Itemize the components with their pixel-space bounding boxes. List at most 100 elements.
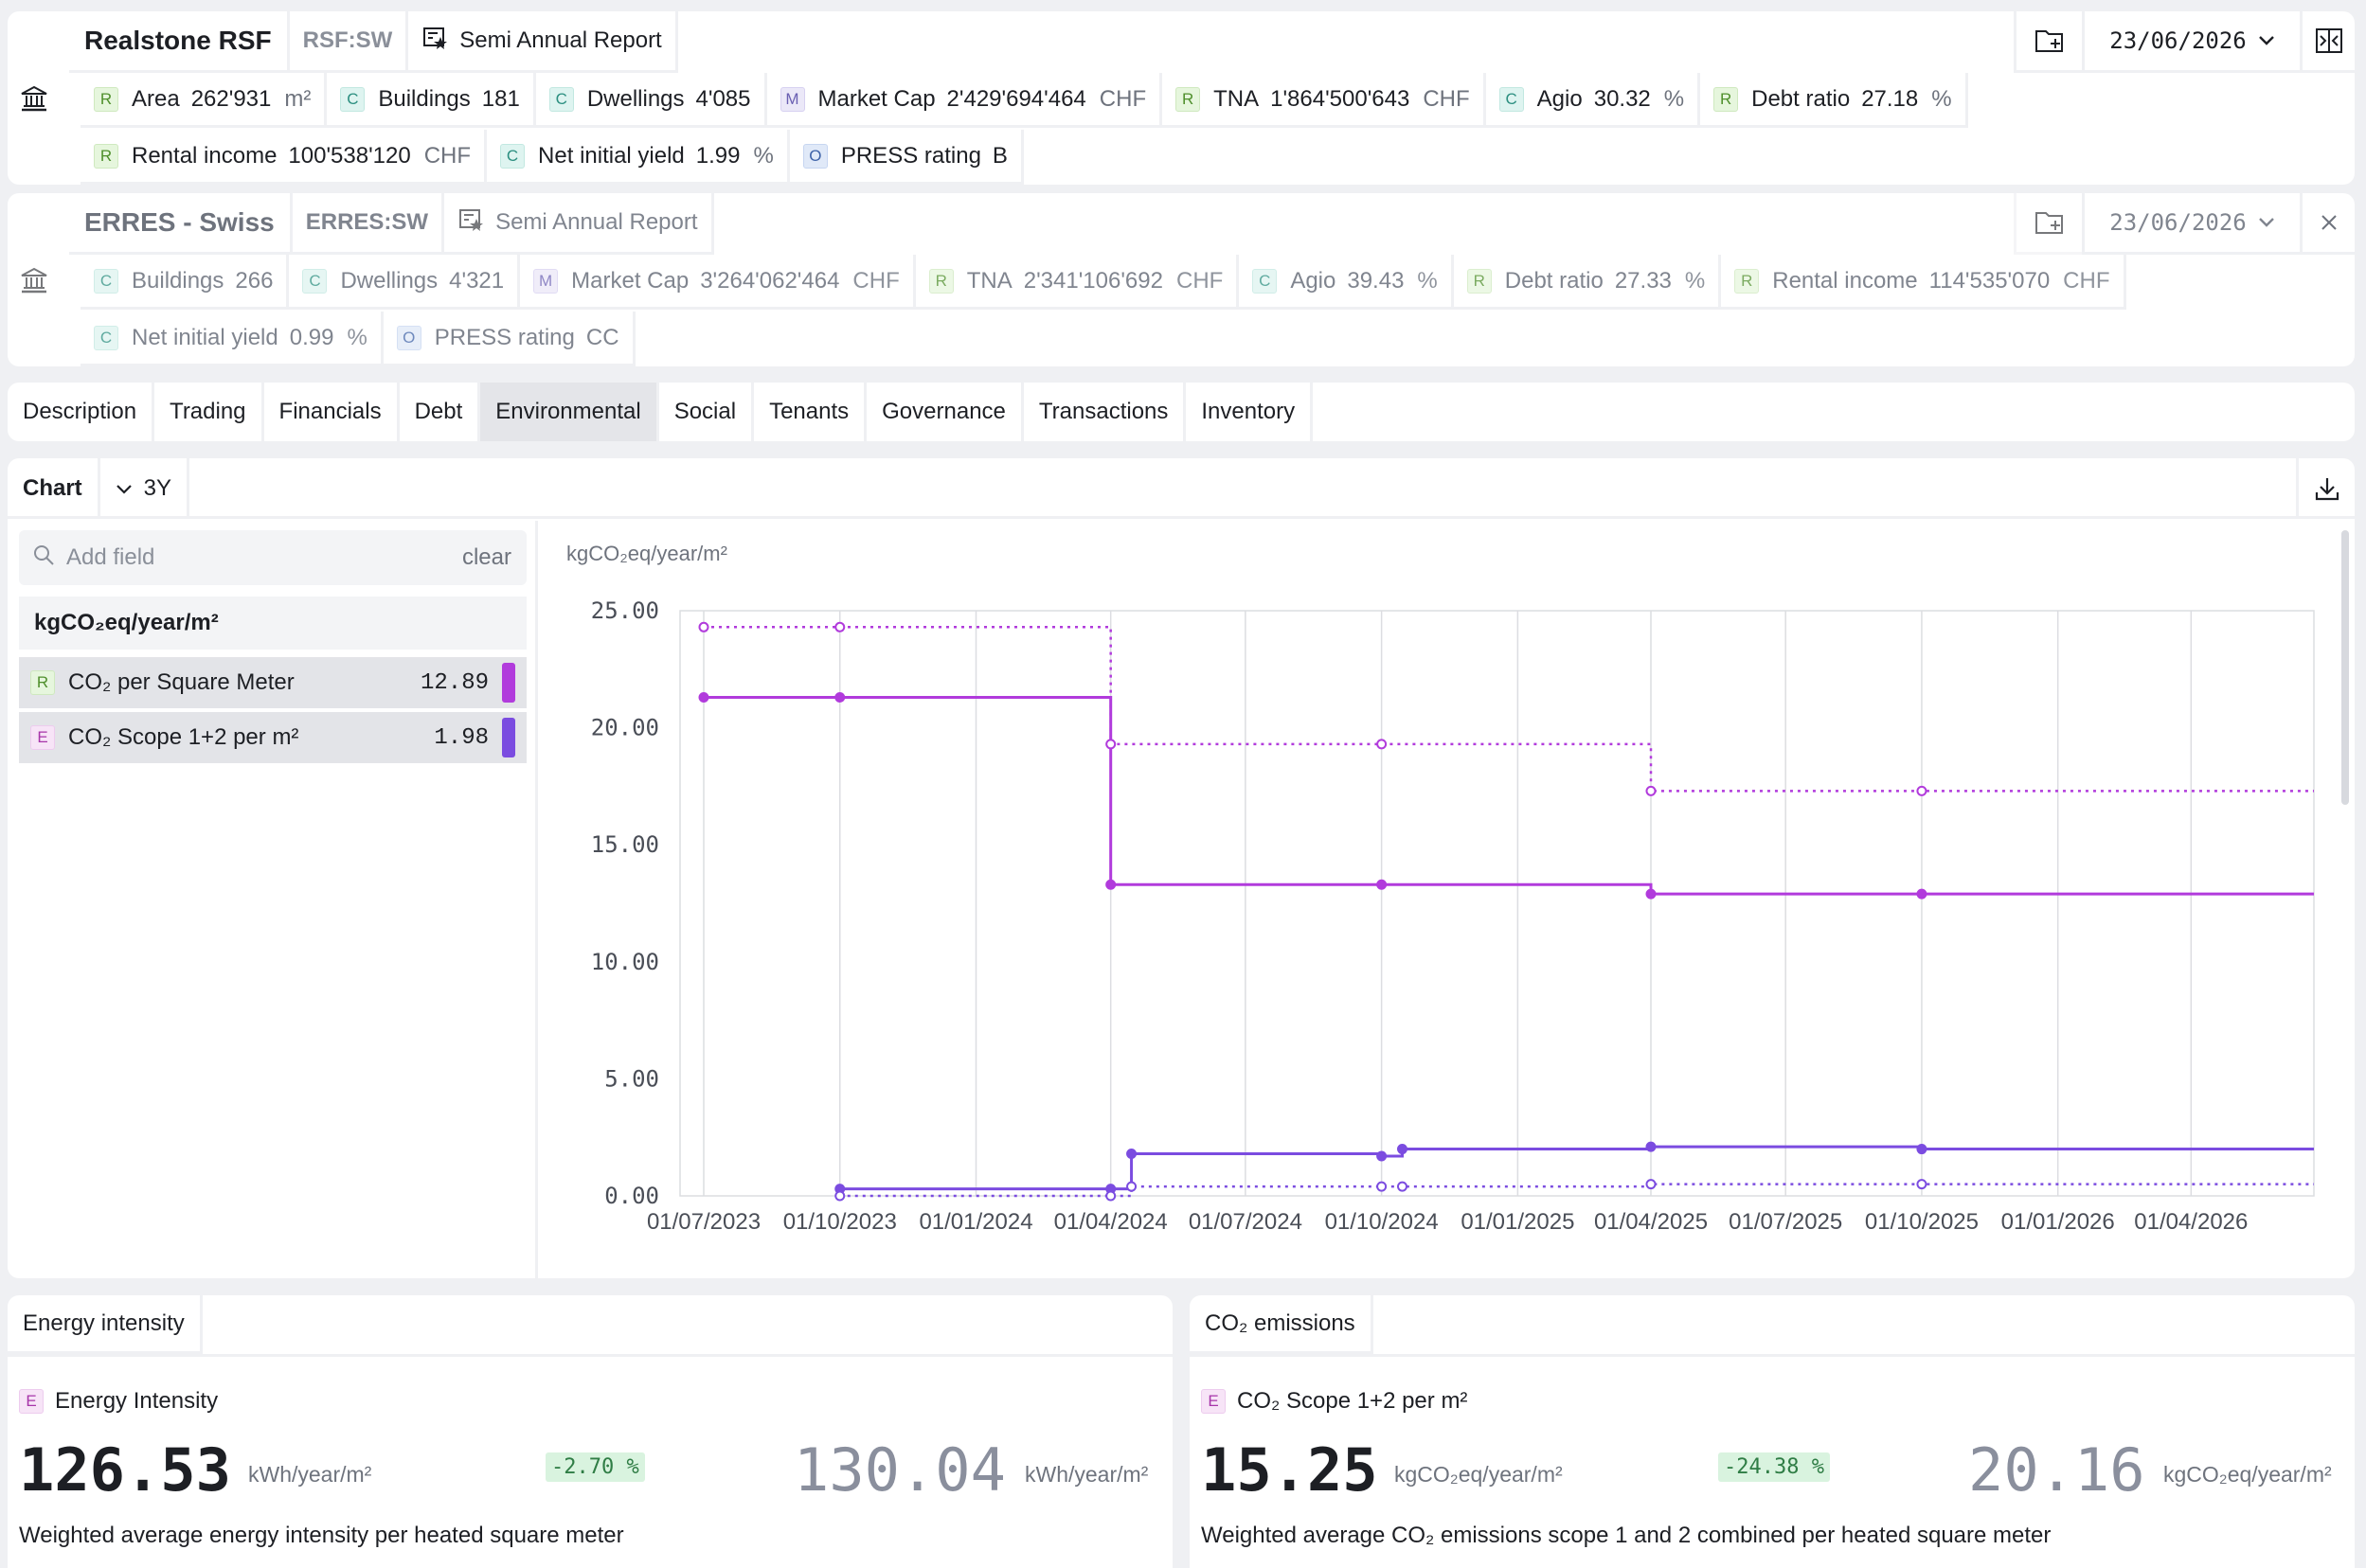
compare-button[interactable]: [2300, 11, 2355, 73]
series-color-swatch[interactable]: [502, 718, 515, 757]
metric-badge: C: [340, 86, 366, 112]
tab-transactions[interactable]: Transactions: [1024, 383, 1187, 441]
metric-press-rating[interactable]: O PRESS rating CC: [383, 312, 636, 366]
x-tick-label: 01/04/2026: [2134, 1209, 2248, 1235]
clear-button[interactable]: clear: [461, 544, 511, 570]
scrollbar[interactable]: [2341, 530, 2349, 805]
section-tabs: Description Trading Financials Debt Environm…: [8, 383, 2355, 441]
x-tick-label: 01/01/2024: [919, 1209, 1032, 1235]
field-badge: R: [30, 670, 55, 695]
report-star-icon: [421, 25, 448, 58]
download-icon: [2315, 478, 2339, 501]
report-selector[interactable]: Semi Annual Report: [444, 193, 714, 255]
series-color-swatch[interactable]: [502, 663, 515, 703]
metric-unit: CHF: [852, 267, 900, 294]
metric-unit: %: [1663, 85, 1685, 112]
fund-name[interactable]: Realstone RSF: [69, 11, 290, 73]
metric-net-initial-yield[interactable]: C Net initial yield 0.99%: [81, 312, 384, 366]
tab-debt[interactable]: Debt: [400, 383, 481, 441]
kpi-ref-unit: kWh/year/m²: [1025, 1462, 1149, 1487]
add-folder-button[interactable]: [2014, 11, 2082, 73]
tab-description[interactable]: Description: [8, 383, 155, 441]
metric-label: PRESS rating: [840, 142, 981, 169]
kpi-ref-value: 20.16: [1968, 1435, 2145, 1505]
metric-agio[interactable]: C Agio 30.32%: [1485, 73, 1701, 128]
metric-debt-ratio[interactable]: R Debt ratio 27.18%: [1700, 73, 1968, 128]
metric-buildings[interactable]: C Buildings 181: [327, 73, 536, 128]
tab-governance[interactable]: Governance: [867, 383, 1024, 441]
metric-badge: O: [396, 325, 421, 350]
metric-dwellings[interactable]: C Dwellings 4'321: [289, 255, 521, 310]
metric-area[interactable]: R Area 262'931 m²: [81, 73, 328, 128]
add-folder-button[interactable]: [2014, 193, 2082, 255]
metric-rental-income[interactable]: R Rental income 100'538'120 CHF: [81, 130, 488, 185]
tab-financials[interactable]: Financials: [264, 383, 400, 441]
metric-market-cap[interactable]: M Market Cap 2'429'694'464 CHF: [766, 73, 1163, 128]
kpi-tab[interactable]: CO₂ emissions: [1190, 1295, 1373, 1354]
kpi-unit: kWh/year/m²: [248, 1462, 372, 1487]
date-value: 23/06/2026: [2109, 209, 2247, 236]
period-selector[interactable]: 3Y: [100, 458, 190, 519]
metric-tna[interactable]: R TNA 2'341'106'692 CHF: [915, 255, 1240, 310]
metric-label: Rental income: [1772, 267, 1918, 294]
tab-environmental[interactable]: Environmental: [480, 383, 659, 441]
tab-inventory[interactable]: Inventory: [1186, 383, 1314, 441]
metric-label: Agio: [1290, 267, 1336, 294]
co2-chart[interactable]: kgCO₂eq/year/m² 01/07/2023 01/10/2023 01/01…: [547, 521, 2338, 1278]
y-axis-label: kgCO₂eq/year/m²: [566, 542, 727, 565]
metric-value: 2'341'106'692: [1023, 267, 1163, 294]
metric-press-rating[interactable]: O PRESS rating B: [789, 130, 1024, 185]
data-point: [1376, 1181, 1388, 1192]
folder-plus-icon: [2034, 212, 2063, 234]
metric-tna[interactable]: R TNA 1'864'500'643 CHF: [1162, 73, 1486, 128]
download-button[interactable]: [2296, 458, 2355, 519]
metric-badge: R: [1466, 268, 1492, 294]
metric-label: Debt ratio: [1504, 267, 1604, 294]
metric-market-cap[interactable]: M Market Cap 3'264'062'464 CHF: [520, 255, 916, 310]
fund-name[interactable]: ERRES - Swiss: [69, 193, 293, 255]
search-icon: [32, 543, 55, 573]
data-point: [1376, 879, 1388, 890]
tab-tenants[interactable]: Tenants: [754, 383, 868, 441]
metric-dwellings[interactable]: C Dwellings 4'085: [535, 73, 767, 128]
tab-trading[interactable]: Trading: [154, 383, 264, 441]
metric-value: 39.43: [1347, 267, 1405, 294]
metric-label: Area: [132, 85, 180, 112]
kpi-tab[interactable]: Energy intensity: [8, 1295, 203, 1354]
date-selector[interactable]: 23/06/2026: [2082, 193, 2300, 255]
data-point: [1916, 888, 1927, 900]
data-point: [1376, 739, 1388, 750]
folder-plus-icon: [2034, 30, 2063, 52]
divider: [8, 1354, 1173, 1357]
chart-field-item[interactable]: E CO₂ Scope 1+2 per m² 1.98: [19, 712, 527, 763]
kpi-badge: E: [1201, 1389, 1226, 1414]
metric-badge: R: [94, 143, 118, 169]
chart-toolbar: Chart 3Y: [8, 458, 2355, 519]
date-selector[interactable]: 23/06/2026: [2082, 11, 2300, 73]
chart-field-item[interactable]: R CO₂ per Square Meter 12.89: [19, 657, 527, 708]
tab-social[interactable]: Social: [659, 383, 755, 441]
metric-agio[interactable]: C Agio 39.43%: [1239, 255, 1454, 310]
x-tick-label: 01/07/2023: [647, 1209, 761, 1235]
kpi-value: 126.53: [19, 1435, 231, 1505]
data-point: [1376, 1150, 1388, 1162]
kpi-unit: kgCO₂eq/year/m²: [1394, 1462, 1563, 1487]
metric-buildings[interactable]: C Buildings 266: [81, 255, 290, 310]
report-selector[interactable]: Semi Annual Report: [408, 11, 678, 73]
co2-emissions-card: CO₂ emissions E CO₂ Scope 1+2 per m² 15.…: [1190, 1295, 2355, 1568]
x-tick-label: 01/07/2024: [1189, 1209, 1302, 1235]
close-comparison-button[interactable]: [2300, 193, 2355, 255]
add-field-search[interactable]: Add field clear: [19, 530, 527, 585]
metric-rental-income[interactable]: R Rental income 114'535'070 CHF: [1721, 255, 2126, 310]
metric-net-initial-yield[interactable]: C Net initial yield 1.99%: [487, 130, 790, 185]
data-point: [834, 691, 846, 703]
metric-badge: R: [1713, 86, 1739, 112]
kpi-label-text: Energy Intensity: [55, 1388, 219, 1414]
metric-value: 1.99: [695, 142, 741, 169]
metric-debt-ratio[interactable]: R Debt ratio 27.33%: [1453, 255, 1722, 310]
metric-unit: m²: [284, 85, 312, 112]
y-tick-label: 0.00: [604, 1183, 659, 1209]
metric-badge: O: [802, 143, 828, 169]
metric-unit: %: [1417, 267, 1438, 294]
data-point: [1916, 1144, 1927, 1155]
